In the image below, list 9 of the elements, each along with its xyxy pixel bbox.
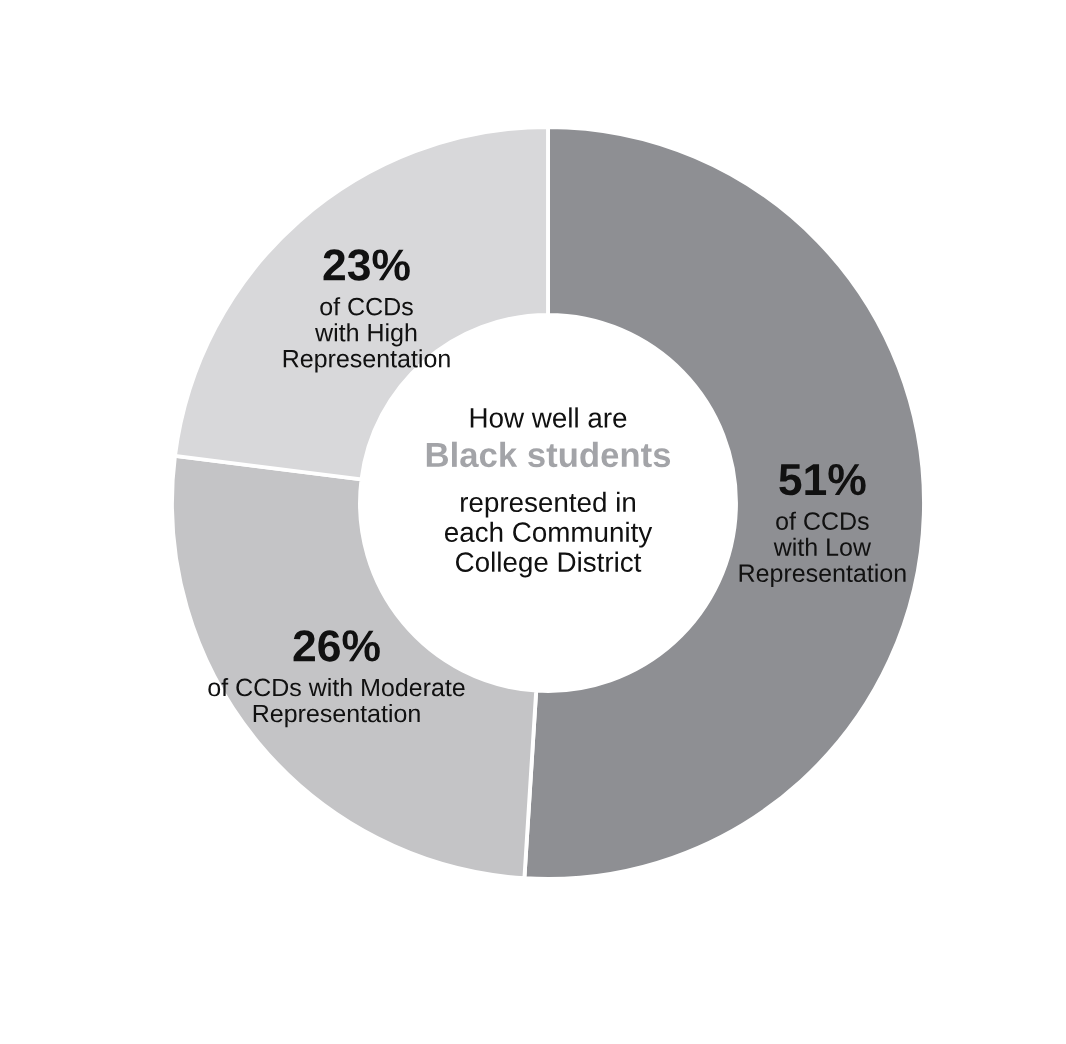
text: How well are <box>470 407 627 428</box>
data-label: 26% <box>293 630 380 662</box>
text: Black students <box>426 441 671 468</box>
slice-label: of CCDs with Moderate Representation <box>208 677 465 728</box>
data-label: 23% <box>323 249 410 281</box>
text: represented in each Community College District <box>444 491 653 578</box>
data-label: 51% <box>779 463 866 496</box>
slice-label: of CCDs with High Representation <box>283 297 450 373</box>
slice-label: of CCDs with Low Representation <box>739 511 906 587</box>
